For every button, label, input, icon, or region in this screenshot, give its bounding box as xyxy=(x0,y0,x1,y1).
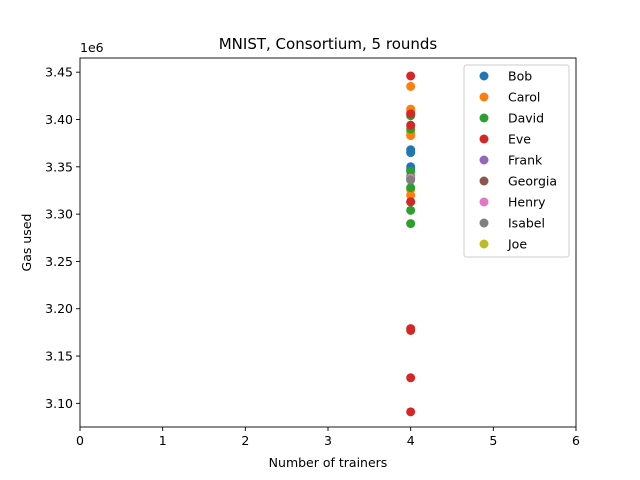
legend-label: Bob xyxy=(508,69,532,84)
legend-marker xyxy=(479,218,489,228)
x-tick-label: 4 xyxy=(407,433,415,448)
data-point xyxy=(406,190,416,200)
legend-entry-bob: Bob xyxy=(479,69,532,84)
y-axis-label: Gas used xyxy=(19,214,34,272)
y-tick-label: 3.30 xyxy=(45,207,73,222)
legend-entry-joe: Joe xyxy=(479,237,527,252)
data-point xyxy=(406,148,416,158)
legend-entry-david: David xyxy=(479,111,544,126)
data-point xyxy=(406,71,416,81)
x-tick-label: 1 xyxy=(159,433,167,448)
legend: Bob Carol David Eve Frank Georgia Henry Isabel J… xyxy=(463,64,570,258)
data-point xyxy=(406,373,416,383)
y-axis: 3.10 3.15 3.20 3.25 3.30 3.35 3.40 3.45 xyxy=(45,65,80,411)
chart-title: MNIST, Consortium, 5 rounds xyxy=(219,35,438,53)
data-point xyxy=(406,219,416,229)
legend-entry-isabel: Isabel xyxy=(479,216,545,231)
data-point xyxy=(406,175,416,185)
legend-label: Henry xyxy=(508,195,546,210)
series-isabel xyxy=(406,175,416,185)
legend-marker xyxy=(479,155,489,165)
x-tick-label: 2 xyxy=(241,433,249,448)
legend-entry-carol: Carol xyxy=(479,90,540,105)
data-point xyxy=(406,81,416,91)
legend-label: Frank xyxy=(508,153,543,168)
x-tick-label: 6 xyxy=(572,433,580,448)
legend-entry-georgia: Georgia xyxy=(479,174,557,189)
series-eve xyxy=(406,71,416,417)
y-tick-label: 3.10 xyxy=(45,396,73,411)
data-point xyxy=(406,325,416,335)
legend-marker xyxy=(479,197,489,207)
y-axis-multiplier: 1e6 xyxy=(80,40,104,55)
y-tick-label: 3.25 xyxy=(45,254,73,269)
y-tick-label: 3.35 xyxy=(45,159,73,174)
legend-marker xyxy=(479,92,489,102)
legend-entry-frank: Frank xyxy=(479,153,543,168)
legend-marker xyxy=(479,239,489,249)
x-axis: 0 1 2 3 4 5 6 xyxy=(76,427,580,448)
legend-marker xyxy=(479,71,489,81)
data-points xyxy=(406,71,416,417)
data-point xyxy=(406,183,416,193)
legend-marker xyxy=(479,176,489,186)
y-tick-label: 3.15 xyxy=(45,349,73,364)
legend-marker xyxy=(479,113,489,123)
legend-entry-henry: Henry xyxy=(479,195,546,210)
legend-label: Isabel xyxy=(508,216,545,231)
x-tick-label: 0 xyxy=(76,433,84,448)
data-point xyxy=(406,205,416,215)
x-tick-label: 5 xyxy=(489,433,497,448)
data-point xyxy=(406,197,416,207)
x-axis-label: Number of trainers xyxy=(269,455,388,470)
legend-label: Eve xyxy=(508,132,531,147)
legend-entry-eve: Eve xyxy=(479,132,531,147)
legend-frame xyxy=(463,64,570,258)
y-tick-label: 3.20 xyxy=(45,301,73,316)
legend-label: Georgia xyxy=(508,174,557,189)
x-tick-label: 3 xyxy=(324,433,332,448)
y-tick-label: 3.45 xyxy=(45,65,73,80)
legend-label: Joe xyxy=(507,237,527,252)
data-point xyxy=(406,407,416,417)
data-point xyxy=(406,131,416,141)
data-point xyxy=(406,120,416,130)
data-point xyxy=(406,109,416,119)
legend-label: Carol xyxy=(508,90,540,105)
y-tick-label: 3.40 xyxy=(45,112,73,127)
legend-label: David xyxy=(508,111,544,126)
legend-marker xyxy=(479,134,489,144)
